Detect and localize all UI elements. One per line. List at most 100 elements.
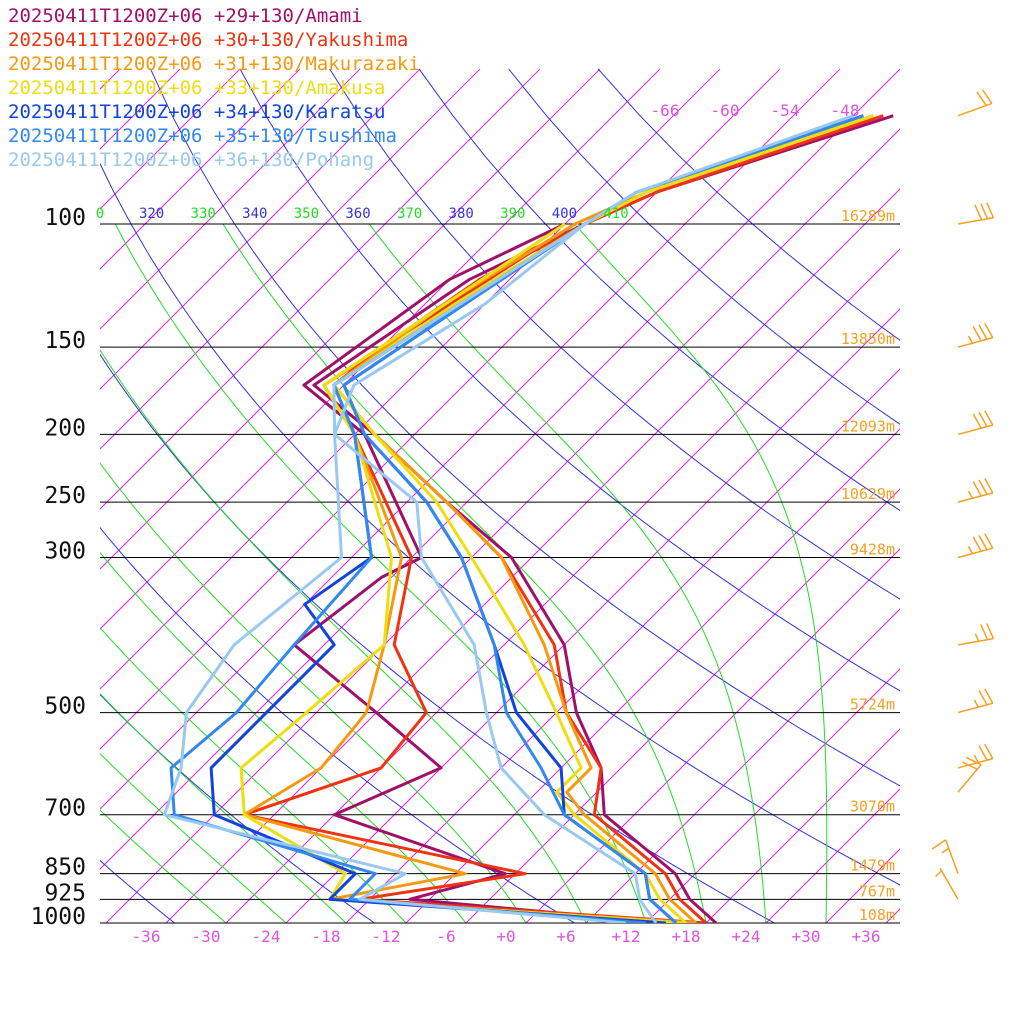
wind-barb	[957, 478, 994, 503]
theta-label: 330	[191, 206, 216, 222]
wind-barb-staff	[957, 424, 993, 436]
temperature-tick: -6	[436, 927, 455, 946]
isotherm-line	[405, 428, 900, 923]
temperature-tick: +36	[852, 927, 881, 946]
wind-barb-flag	[986, 623, 995, 639]
wind-barb-flag	[978, 690, 988, 706]
wind-barb	[957, 410, 994, 436]
dry-adiabat-lines	[100, 68, 900, 923]
moist-adiabat-line	[100, 752, 287, 923]
isotherm-label: -60	[711, 101, 740, 120]
dry-adiabat-line	[329, 68, 900, 600]
wind-barb-flag	[980, 203, 989, 220]
theta-label: 380	[449, 206, 474, 222]
theta-label: 320	[139, 206, 164, 222]
wind-barb	[957, 202, 995, 225]
wind-barbs	[931, 89, 995, 900]
isotherm-label: -54	[771, 101, 800, 120]
temperature-tick: +6	[556, 927, 575, 946]
isotherm-line	[105, 128, 900, 923]
dry-adiabat-line	[418, 68, 900, 512]
isotherm-line	[100, 68, 361, 330]
isotherm-line	[946, 69, 1024, 923]
height-label: 3070m	[850, 798, 895, 816]
wind-barb	[935, 867, 959, 900]
wind-barb-flag	[980, 624, 989, 640]
wind-barb-flag	[974, 204, 983, 221]
wind-barb-flag	[972, 481, 982, 497]
height-label: 9428m	[850, 541, 895, 559]
temperature-tick: -36	[132, 927, 161, 946]
dry-adiabat-line	[100, 859, 175, 923]
pressure-label: 500	[44, 694, 86, 720]
isotherm-line	[100, 68, 421, 390]
wind-barb-half-flag	[974, 633, 980, 642]
isotherm-line	[100, 68, 721, 690]
isotherm-line	[225, 248, 900, 923]
isotherm-line	[100, 68, 601, 570]
isotherm-line	[100, 68, 481, 450]
legend-item: 20250411T1200Z+06 +36+130/Pohang	[8, 149, 375, 171]
isotherm-line	[705, 728, 900, 923]
wind-barb-flag	[984, 533, 994, 549]
height-label: 5724m	[850, 696, 895, 714]
dewpoint-line	[239, 222, 687, 923]
wind-barb-flag	[978, 745, 988, 761]
temperature-line	[312, 114, 894, 923]
wind-barb-flag	[976, 91, 987, 106]
theta-label: 370	[397, 206, 422, 222]
wind-barb-half-flag	[967, 335, 974, 344]
wind-barb-staff	[957, 757, 993, 769]
pressure-label: 850	[44, 855, 86, 881]
wind-barb-staff	[939, 867, 959, 900]
wind-barb-flag	[972, 326, 982, 342]
wind-barb-flag	[978, 534, 988, 551]
isotherm-line	[885, 908, 900, 923]
wind-barb	[957, 743, 994, 769]
wind-barb-staff	[957, 764, 982, 793]
pressure-label: 200	[44, 415, 86, 441]
pressure-label: 925	[44, 880, 86, 906]
temperature-line	[332, 114, 884, 923]
theta-label: 400	[552, 206, 577, 222]
dry-adiabat-line	[100, 526, 575, 923]
isotherm-label: -66	[651, 101, 680, 120]
pressure-label: 1000	[31, 904, 86, 930]
dewpoint-line	[162, 222, 627, 923]
wind-barb	[957, 623, 995, 646]
isotherm-line	[1006, 69, 1024, 923]
wind-barb-flag	[972, 536, 982, 552]
isotherm-line	[765, 788, 900, 923]
height-label: 108m	[859, 906, 895, 924]
pressure-label: 700	[44, 796, 86, 822]
theta-label: 340	[242, 206, 267, 222]
wind-barb-flag	[978, 479, 988, 495]
temperature-tick: +12	[612, 927, 641, 946]
isotherm-line	[100, 68, 541, 510]
wind-barb-flag	[962, 761, 978, 770]
wind-barb-staff	[957, 702, 993, 714]
theta-label: 410	[603, 206, 628, 222]
dry-adiabat-line	[597, 68, 900, 341]
wind-barb-half-flag	[973, 754, 979, 763]
wind-barb-flag	[972, 413, 982, 429]
height-label: 12093m	[841, 417, 895, 435]
dry-adiabat-line	[239, 68, 900, 692]
moist-adiabat-line	[100, 348, 587, 923]
temperature-line	[332, 114, 874, 923]
theta-label: 0	[96, 206, 104, 222]
wind-barb-flag	[978, 411, 988, 428]
wind-barb-half-flag	[967, 490, 974, 499]
legend-item: 20250411T1200Z+06 +31+130/Makurazaki	[8, 53, 420, 75]
dry-adiabat-line	[100, 353, 775, 923]
wind-barb-flag	[984, 410, 994, 426]
isotherm-line	[345, 368, 900, 923]
isotherm-line	[100, 68, 661, 630]
dewpoint-line	[242, 222, 707, 923]
dry-adiabat-line	[508, 68, 900, 425]
sounding-series	[162, 114, 894, 923]
temperature-tick: -30	[192, 927, 221, 946]
wind-barb-flag	[984, 743, 994, 759]
